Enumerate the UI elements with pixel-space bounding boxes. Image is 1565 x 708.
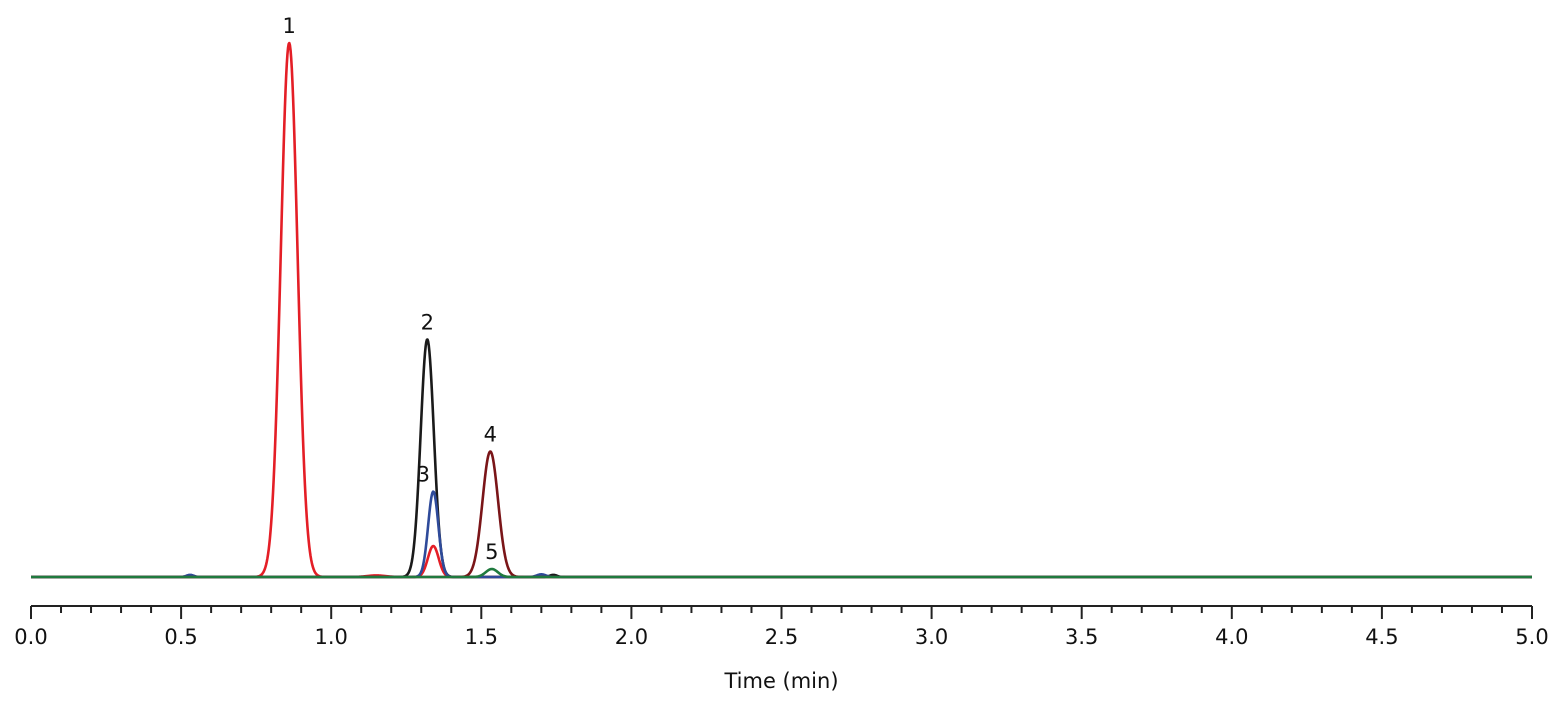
x-tick-label: 2.5 [765,625,798,649]
trace-series-5 [30,567,1533,579]
peak-labels: 1 2 3 4 5 [282,14,498,564]
trace-series-4 [30,450,1533,579]
trace-series-2 [30,338,1533,579]
x-axis-title: Time (min) [723,669,838,693]
x-tick-label: 5.0 [1515,625,1548,649]
peak-label-2: 2 [421,310,434,334]
peak-label-3: 3 [417,463,430,487]
chromatogram-traces [30,41,1533,579]
x-tick-label: 3.5 [1065,625,1098,649]
x-tick-labels: 0.0 0.5 1.0 1.5 2.0 2.5 3.0 3.5 4.0 4.5 5.0 [14,625,1548,649]
x-ticks [30,606,1533,619]
x-tick-label: 4.5 [1365,625,1398,649]
x-tick-label: 0.5 [164,625,197,649]
trace-series-1 [30,41,1533,579]
x-tick-label: 1.0 [314,625,347,649]
x-tick-label: 4.0 [1215,625,1248,649]
x-tick-label: 0.0 [14,625,47,649]
peak-label-5: 5 [485,540,498,564]
x-tick-label: 2.0 [615,625,648,649]
x-tick-label: 3.0 [915,625,948,649]
x-tick-label: 1.5 [465,625,498,649]
trace-series-3 [30,490,1533,579]
x-axis: 0.0 0.5 1.0 1.5 2.0 2.5 3.0 3.5 4.0 4.5 5.0 [14,605,1549,649]
peak-label-4: 4 [484,423,497,447]
peak-label-1: 1 [282,14,295,38]
